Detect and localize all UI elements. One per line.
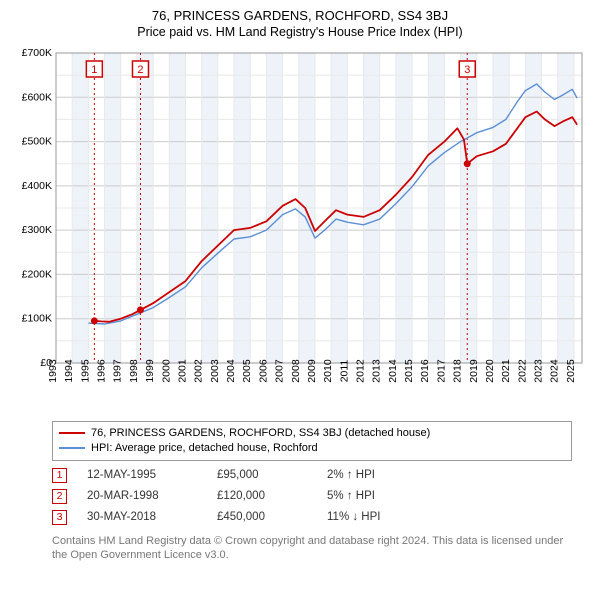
x-tick-label: 2007 [274, 359, 286, 383]
sale-point [137, 306, 144, 313]
y-tick-label: £100K [22, 313, 52, 325]
legend-label: HPI: Average price, detached house, Roch… [91, 441, 318, 456]
event-price: £120,000 [217, 490, 327, 502]
attribution-text: Contains HM Land Registry data © Crown c… [52, 534, 572, 563]
sale-event-row: 2 20-MAR-1998£120,0005% ↑ HPI [52, 486, 572, 507]
x-tick-label: 2011 [338, 360, 350, 383]
y-tick-label: £400K [22, 180, 52, 192]
x-tick-label: 2015 [403, 359, 415, 383]
x-tick-label: 2012 [355, 359, 367, 383]
x-tick-label: 2001 [176, 359, 188, 383]
x-tick-label: 2014 [387, 359, 399, 383]
x-tick-label: 1993 [47, 359, 59, 383]
sale-point [464, 160, 471, 167]
legend: 76, PRINCESS GARDENS, ROCHFORD, SS4 3BJ … [52, 421, 572, 461]
event-date: 20-MAR-1998 [87, 490, 217, 502]
sale-marker-number: 1 [91, 64, 97, 76]
x-tick-label: 1998 [128, 359, 140, 383]
x-tick-label: 2018 [452, 359, 464, 383]
event-hpi-delta: 2% ↑ HPI [327, 469, 375, 481]
chart-title: 76, PRINCESS GARDENS, ROCHFORD, SS4 3BJ [0, 0, 600, 23]
y-tick-label: £300K [22, 224, 52, 236]
chart-container: 76, PRINCESS GARDENS, ROCHFORD, SS4 3BJ … [0, 0, 600, 590]
legend-label: 76, PRINCESS GARDENS, ROCHFORD, SS4 3BJ … [91, 426, 430, 441]
event-marker-box: 2 [52, 489, 67, 504]
event-date: 30-MAY-2018 [87, 511, 217, 523]
sale-event-row: 1 12-MAY-1995£95,0002% ↑ HPI [52, 465, 572, 486]
x-tick-label: 1997 [112, 359, 124, 383]
x-tick-label: 2008 [290, 359, 302, 383]
x-tick-label: 2024 [549, 359, 561, 383]
chart-plot-area: £0£100K£200K£300K£400K£500K£600K£700K199… [8, 45, 592, 415]
event-marker-box: 1 [52, 468, 67, 483]
x-tick-label: 2020 [484, 359, 496, 383]
chart-subtitle: Price paid vs. HM Land Registry's House … [0, 23, 600, 45]
event-price: £95,000 [217, 469, 327, 481]
event-price: £450,000 [217, 511, 327, 523]
x-tick-label: 2006 [257, 359, 269, 383]
x-tick-label: 2002 [193, 359, 205, 383]
x-tick-label: 2022 [516, 359, 528, 383]
y-tick-label: £200K [22, 268, 52, 280]
y-tick-label: £500K [22, 136, 52, 148]
x-tick-label: 1996 [96, 359, 108, 383]
x-tick-label: 2016 [419, 359, 431, 383]
event-hpi-delta: 5% ↑ HPI [327, 490, 375, 502]
sale-marker-number: 3 [464, 64, 470, 76]
legend-item: HPI: Average price, detached house, Roch… [59, 441, 565, 456]
x-tick-label: 2003 [209, 359, 221, 383]
x-tick-label: 2025 [565, 359, 577, 383]
sale-point [91, 317, 98, 324]
x-tick-label: 2009 [306, 359, 318, 383]
sale-events-table: 1 12-MAY-1995£95,0002% ↑ HPI 2 20-MAR-1998£… [52, 465, 572, 528]
x-tick-label: 2023 [533, 359, 545, 383]
sale-marker-number: 2 [137, 64, 143, 76]
x-tick-label: 2000 [160, 359, 172, 383]
x-tick-label: 2013 [371, 359, 383, 383]
x-tick-label: 2021 [500, 359, 512, 383]
x-tick-label: 2004 [225, 359, 237, 383]
x-tick-label: 1994 [63, 359, 75, 383]
x-tick-label: 1995 [79, 359, 91, 383]
x-tick-label: 2019 [468, 359, 480, 383]
event-marker-box: 3 [52, 510, 67, 525]
event-date: 12-MAY-1995 [87, 469, 217, 481]
legend-swatch [59, 432, 85, 434]
event-hpi-delta: 11% ↓ HPI [327, 511, 380, 523]
x-tick-label: 1999 [144, 359, 156, 383]
line-chart-svg: £0£100K£200K£300K£400K£500K£600K£700K199… [8, 45, 592, 415]
sale-event-row: 3 30-MAY-2018£450,00011% ↓ HPI [52, 507, 572, 528]
x-tick-label: 2005 [241, 359, 253, 383]
legend-item: 76, PRINCESS GARDENS, ROCHFORD, SS4 3BJ … [59, 426, 565, 441]
y-tick-label: £600K [22, 91, 52, 103]
x-tick-label: 2017 [435, 359, 447, 383]
legend-swatch [59, 447, 85, 449]
x-tick-label: 2010 [322, 359, 334, 383]
y-tick-label: £700K [22, 47, 52, 59]
